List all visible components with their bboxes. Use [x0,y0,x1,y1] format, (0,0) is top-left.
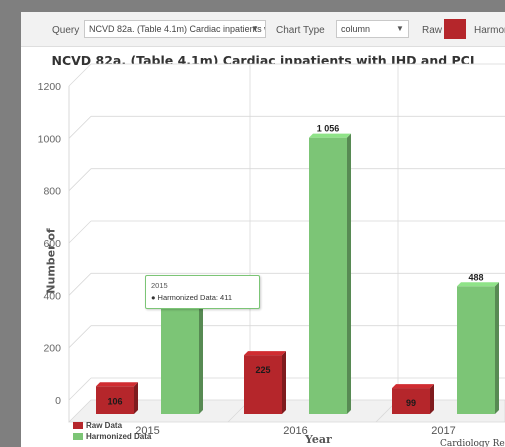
bar-side [347,133,351,414]
legend-item-raw[interactable]: Raw Data [73,421,122,430]
x-axis-label: Year [305,433,332,446]
y-tick-label: 1000 [38,133,62,145]
y-tick-label: 600 [43,238,61,250]
chart-type-chevron-down-icon[interactable]: ▼ [396,24,404,33]
chart-type-label: Chart Type [276,25,325,36]
legend-swatch-harmonized [73,433,83,440]
bar-data-label: 106 [107,396,122,406]
bar-top [244,351,286,356]
bar-data-label: 488 [468,272,483,282]
bar-side [495,282,499,414]
x-tick-label: 2015 [135,425,159,437]
gridline-depth [68,63,92,87]
x-tick-label: 2017 [431,425,455,437]
raw-label: Raw [422,25,443,36]
bar-top [96,382,138,387]
gridline-depth [68,325,92,348]
y-tick-label: 800 [43,186,61,198]
y-tick-label: 200 [43,343,61,355]
chart-toolbar: Query NCVD 82a. (Table 4.1m) Cardiac inp… [21,12,505,47]
bar-data-label: 99 [406,398,416,408]
bar-harmonized-data-2015 [161,306,199,414]
legend-item-harmonized[interactable]: Harmonized Data [73,432,151,441]
plot-background [91,64,505,400]
legend-label-raw: Raw Data [86,421,123,430]
chart-type-select[interactable]: column [336,20,409,38]
chart-plot: 0 200 400 600 800 1000 1200 106 2015 225 1 056 2016… [38,63,505,437]
gridline-depth [68,377,92,401]
bar-raw-data-2017 [392,388,430,414]
query-label: Query [52,25,80,36]
legend-label-harmonized: Harmonized Data [86,432,152,441]
chart-tooltip: 2015 ● Harmonized Data: 411 [145,275,260,309]
harmonized-label: Harmoniz [474,25,505,36]
tooltip-year: 2015 [151,281,168,290]
chart-window: Query NCVD 82a. (Table 4.1m) Cardiac inp… [21,12,505,447]
y-tick-label: 1200 [38,81,62,93]
bar-side [199,302,203,414]
tooltip-bullet-icon: ● [151,293,156,302]
tooltip-text: Harmonized Data: 411 [157,293,233,302]
gridline-depth [68,116,92,139]
y-tick-label: 400 [43,290,61,302]
bar-side [134,382,138,414]
bar-top [457,282,499,287]
query-chevron-down-icon[interactable]: ▼ [251,24,259,33]
bar-side [282,351,286,414]
raw-color-swatch[interactable] [444,19,466,39]
bar-top [392,384,434,389]
gridline-depth [68,273,92,296]
y-tick-label: 0 [55,395,61,407]
bar-data-label: 1 056 [317,124,340,134]
bar-data-label: 225 [255,365,270,375]
query-select[interactable]: NCVD 82a. (Table 4.1m) Cardiac inpatient… [84,20,266,38]
x-tick-label: 2016 [283,425,307,437]
gridline-depth [68,220,92,244]
bar-raw-data-2015 [96,386,134,414]
y-axis-label: Number of [44,228,58,294]
legend-swatch-raw [73,422,83,429]
bar-side [430,384,434,414]
chart-credit: Cardiology Ref [440,439,505,447]
bar-harmonized-data-2017 [457,286,495,414]
gridline-depth [68,168,92,191]
bar-harmonized-data-2016 [309,137,347,414]
bar-top [309,133,351,138]
bar-raw-data-2016 [244,355,282,414]
